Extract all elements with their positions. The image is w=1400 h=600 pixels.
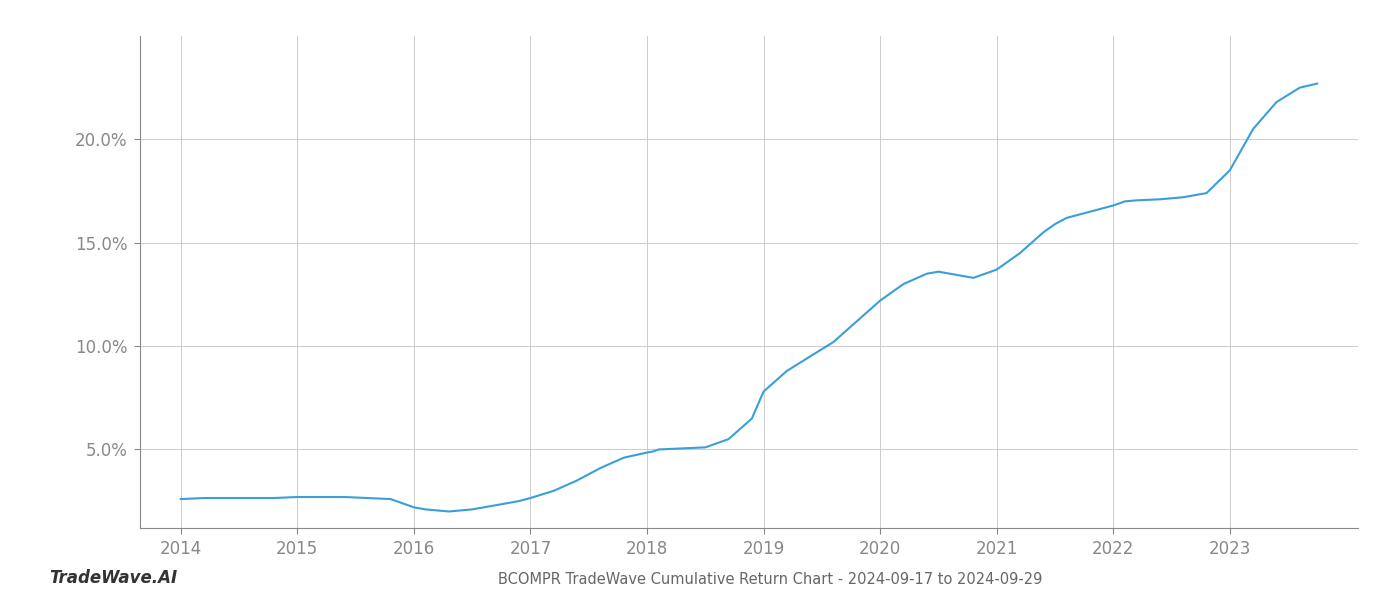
Text: BCOMPR TradeWave Cumulative Return Chart - 2024-09-17 to 2024-09-29: BCOMPR TradeWave Cumulative Return Chart…	[498, 572, 1042, 587]
Text: TradeWave.AI: TradeWave.AI	[49, 569, 178, 587]
